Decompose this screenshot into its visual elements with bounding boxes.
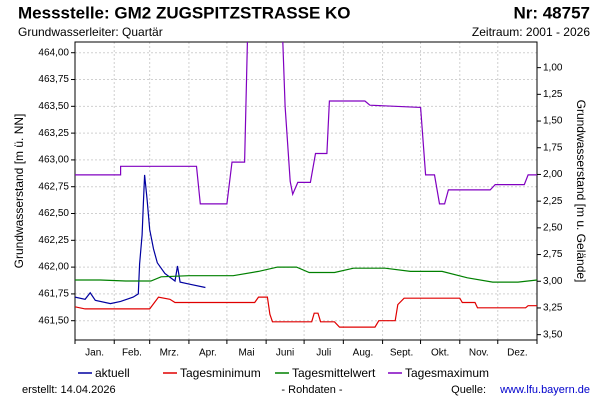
legend-label: aktuell — [95, 366, 130, 380]
source-label: Quelle: — [451, 384, 486, 396]
y2-tick-label: 3,25 — [543, 303, 563, 314]
legend-label: Tagesmaximum — [405, 366, 489, 380]
x-tick-label: Mai — [238, 348, 254, 359]
legend-label: Tagesminimum — [180, 366, 261, 380]
y-tick-label: 461,75 — [38, 289, 69, 300]
x-tick-label: Sept. — [390, 348, 413, 359]
x-tick-label: Jan. — [85, 348, 104, 359]
x-tick-label: Okt. — [431, 348, 449, 359]
y2-axis-label: Grundwasserstand [m u. Gelände] — [574, 100, 588, 283]
y-tick-label: 464,00 — [38, 47, 69, 58]
x-tick-label: Mrz. — [160, 348, 179, 359]
x-tick-label: Apr. — [199, 348, 217, 359]
y2-tick-label: 3,50 — [543, 329, 563, 340]
y-tick-label: 462,00 — [38, 262, 69, 273]
series-line — [75, 174, 206, 305]
plot-frame — [74, 41, 538, 341]
station-number: Nr: 48757 — [513, 3, 590, 22]
y2-tick-label: 1,25 — [543, 89, 563, 100]
series-line — [75, 266, 537, 283]
y2-tick-label: 2,00 — [543, 169, 563, 180]
y2-tick-label: 3,00 — [543, 276, 563, 287]
x-tick-label: Juli — [316, 348, 331, 359]
subtitle: Grundwasserleiter: Quartär — [18, 25, 163, 39]
series-line — [75, 42, 537, 205]
y2-tick-label: 2,50 — [543, 222, 563, 233]
y-tick-label: 463,75 — [38, 74, 69, 85]
y-tick-label: 463,50 — [38, 101, 69, 112]
created-date: erstellt: 14.04.2026 — [22, 384, 116, 396]
series-line — [75, 296, 537, 328]
period: Zeitraum: 2001 - 2026 — [472, 25, 590, 39]
x-tick-label: Aug. — [353, 348, 374, 359]
y-tick-label: 462,50 — [38, 208, 69, 219]
y-tick-label: 461,50 — [38, 315, 69, 326]
x-tick-label: Nov. — [469, 348, 489, 359]
y2-tick-label: 1,50 — [543, 116, 563, 127]
source-url[interactable]: www.lfu.bayern.de — [499, 384, 590, 396]
y-tick-label: 463,00 — [38, 155, 69, 166]
x-tick-label: Dez. — [507, 348, 528, 359]
chart-title: Messstelle: GM2 ZUGSPITZSTRASSE KO — [18, 3, 351, 22]
legend-label: Tagesmittelwert — [292, 366, 376, 380]
x-tick-label: Juni — [276, 348, 294, 359]
y-axis-label: Grundwasserstand [m ü. NN] — [12, 114, 26, 269]
raw-data-note: - Rohdaten - — [281, 384, 342, 396]
y-tick-label: 463,25 — [38, 128, 69, 139]
plot-area — [75, 42, 537, 328]
y-tick-label: 462,25 — [38, 235, 69, 246]
y2-tick-label: 1,75 — [543, 142, 563, 153]
x-tick-label: Feb. — [122, 348, 142, 359]
y2-tick-label: 1,00 — [543, 62, 563, 73]
y2-tick-label: 2,75 — [543, 249, 563, 260]
y-tick-label: 462,75 — [38, 181, 69, 192]
y2-tick-label: 2,25 — [543, 196, 563, 207]
